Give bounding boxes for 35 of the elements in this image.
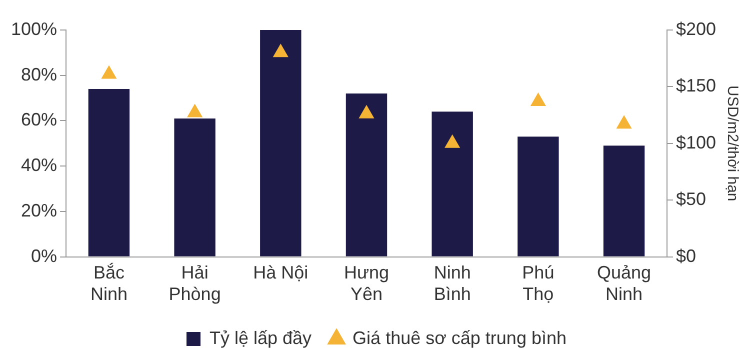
point: [187, 104, 202, 118]
y-tick-label: 0%: [31, 246, 58, 266]
y-tick-label: 60%: [21, 110, 58, 130]
y-tick-label: 100%: [10, 18, 58, 39]
point: [102, 66, 116, 79]
x-tick-label: Ninh Bình: [434, 262, 471, 304]
point: [273, 44, 288, 58]
y2-tick-label: $150: [676, 76, 716, 96]
y2-tick-label: $200: [676, 18, 716, 39]
bar: [346, 94, 388, 256]
y-tick-label: 80%: [21, 64, 58, 84]
y2-tick-label: $0: [676, 246, 696, 266]
y2-axis-title: USD/m2/thời hạn: [724, 86, 741, 202]
bar: [260, 30, 302, 256]
bar: [518, 136, 559, 256]
bar: [603, 146, 645, 256]
point: [616, 116, 632, 129]
y-tick-label: 40%: [21, 155, 58, 176]
x-tick-label: Quảng Ninh: [597, 262, 652, 304]
point: [444, 134, 460, 148]
x-tick-label: Bắc Ninh: [90, 262, 128, 304]
point: [530, 92, 546, 106]
legend-label: Tỷ lệ lấp đầy: [210, 328, 312, 348]
y2-tick-label: $50: [676, 189, 706, 210]
point: [359, 105, 374, 118]
legend-label: Giá thuê sơ cấp trung bình: [352, 328, 566, 348]
x-tick-label: Hưng Yên: [344, 262, 390, 304]
bar: [88, 88, 130, 256]
bar: [174, 118, 216, 256]
y-tick-label: 20%: [21, 200, 58, 220]
x-tick-label: Phú Thọ: [522, 262, 554, 304]
x-tick-label: Hải Phòng: [168, 262, 221, 304]
x-tick-label: Hà Nội: [253, 262, 308, 283]
bar: [432, 112, 473, 256]
y2-tick-label: $100: [676, 132, 716, 152]
